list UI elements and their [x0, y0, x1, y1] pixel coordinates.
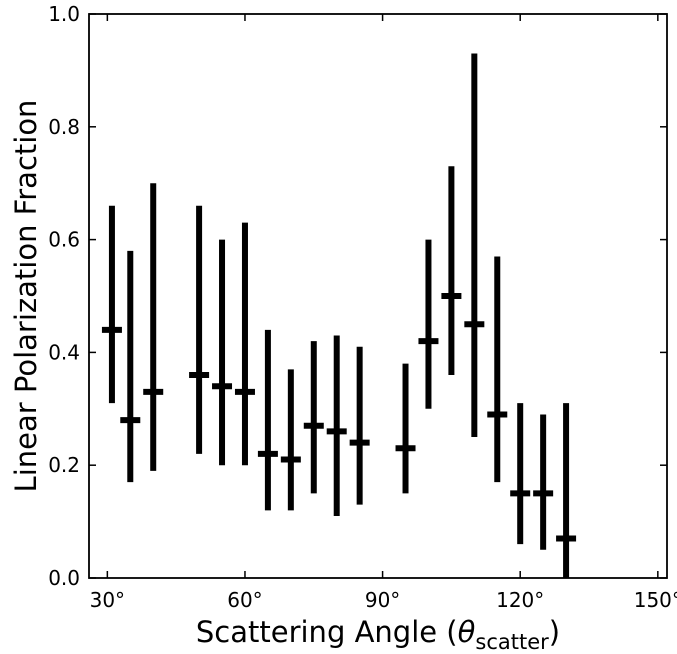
- x-axis-label: Scattering Angle (θscatter): [196, 615, 560, 650]
- y-tick-label: 0.8: [48, 115, 80, 139]
- x-tick-label: 120°: [496, 588, 544, 612]
- y-tick-label: 0.2: [48, 453, 80, 477]
- x-tick-label: 30°: [90, 588, 125, 612]
- data-point: [326, 335, 347, 516]
- y-tick-label: 1.0: [48, 2, 80, 26]
- y-tick-label: 0.4: [48, 340, 80, 364]
- tick-label-layer: 30° 60° 90° 120° 150° 0.0 0.2 0.4 0.6 0.8 1.0: [48, 2, 677, 612]
- x-tick-label: 150°: [634, 588, 677, 612]
- data-point: [395, 363, 416, 494]
- data-point: [464, 53, 485, 437]
- tick-layer: [89, 13, 667, 579]
- data-point: [257, 329, 278, 511]
- x-tick-label: 90°: [365, 588, 400, 612]
- data-point: [510, 403, 531, 545]
- data-point: [101, 205, 122, 404]
- data-point: [143, 183, 164, 471]
- data-point: [212, 239, 233, 466]
- data-point: [418, 239, 439, 409]
- plot-frame: [88, 13, 668, 579]
- data-point: [349, 346, 370, 505]
- data-point: [487, 256, 508, 483]
- data-point: [303, 341, 324, 494]
- x-tick-label: 60°: [227, 588, 262, 612]
- data-point: [533, 414, 554, 550]
- y-tick-label: 0.0: [48, 566, 80, 590]
- marks-layer: [101, 53, 577, 578]
- data-point: [556, 403, 577, 578]
- data-point: [120, 250, 141, 483]
- y-axis-label: Linear Polarization Fraction: [9, 100, 43, 493]
- data-point: [234, 222, 255, 466]
- data-point: [441, 166, 462, 375]
- data-point: [189, 205, 210, 454]
- data-point: [280, 369, 301, 511]
- y-tick-label: 0.6: [48, 228, 80, 252]
